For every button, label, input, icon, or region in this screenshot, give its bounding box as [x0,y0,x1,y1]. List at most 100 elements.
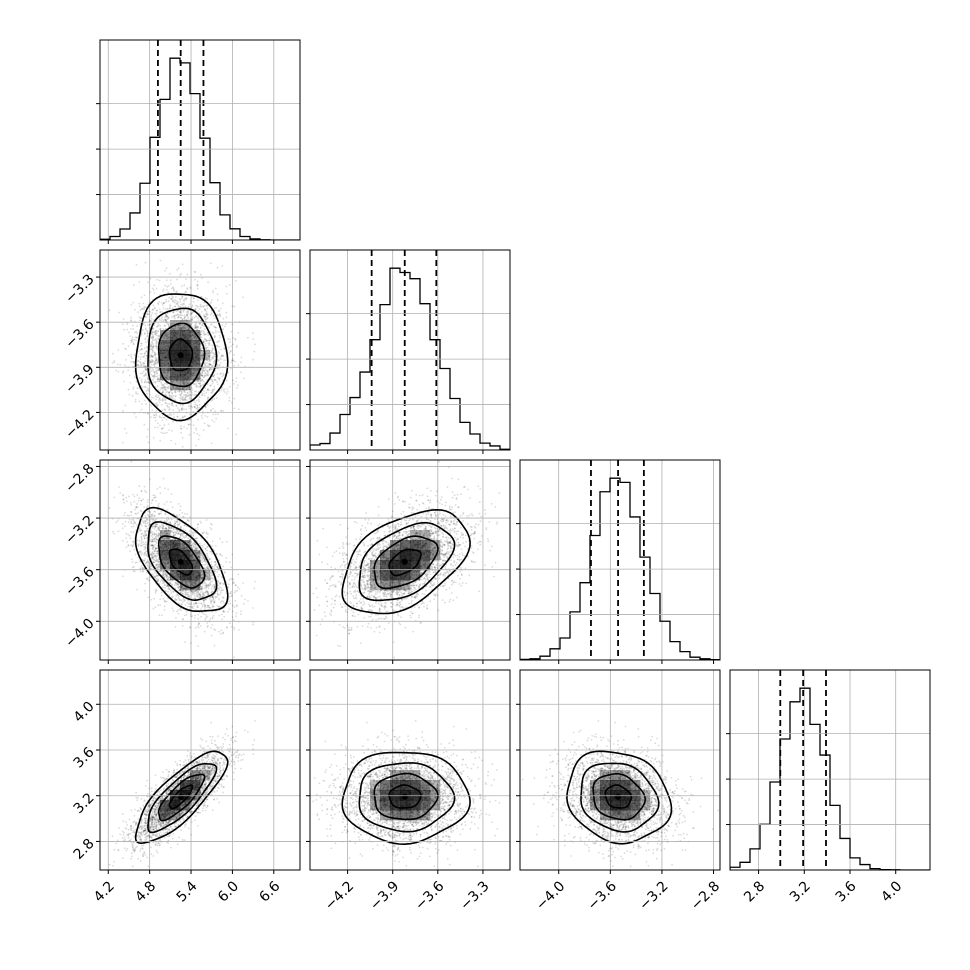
sample-point [142,361,145,364]
sample-point [122,318,125,320]
sample-point [150,398,153,401]
sample-point [185,313,188,316]
sample-point [161,384,164,387]
sample-point [198,330,201,332]
sample-point [146,335,149,338]
sample-point [192,374,194,377]
sample-point [194,308,197,311]
sample-point [200,360,203,362]
sample-point [129,550,131,553]
sample-point [183,324,186,326]
sample-point [153,515,156,517]
scatter-panel-2-1: −4.2−3.9−3.6−3.3 [62,249,301,454]
sample-point [191,316,194,319]
sample-point [164,561,167,564]
sample-point [206,370,209,373]
sample-point [146,345,148,348]
sample-point [230,361,233,364]
sample-point [145,381,148,383]
sample-point [252,332,254,335]
sample-point [180,431,182,434]
sample-point [190,312,193,315]
sample-point [214,410,217,413]
sample-point [254,343,256,346]
sample-point [222,354,224,357]
sample-point [159,328,161,330]
sample-point [202,383,205,386]
sample-point [193,543,196,546]
sample-point [209,584,212,586]
sample-point [139,352,142,355]
sample-point [215,565,218,568]
sample-point [152,335,155,338]
sample-point [164,320,167,322]
sample-point [180,547,183,549]
sample-point [187,537,190,540]
sample-point [189,613,192,616]
sample-point [143,545,146,548]
sample-point [168,391,171,394]
sample-point [176,386,179,389]
sample-point [188,386,191,388]
sample-point [154,333,157,336]
sample-point [181,263,184,266]
sample-point [190,370,192,373]
sample-point [191,547,194,549]
sample-point [208,342,211,344]
density-cell [170,330,181,341]
sample-point [185,290,188,293]
sample-point [211,390,214,393]
sample-point [178,393,181,396]
sample-point [206,606,209,609]
sample-point [252,338,255,340]
sample-point [141,307,144,310]
sample-point [208,368,211,371]
sample-point [158,380,161,383]
sample-point [195,427,197,429]
sample-point [136,588,139,591]
sample-point [155,375,157,378]
sample-point [191,319,194,322]
sample-point [196,325,199,328]
sample-point [218,352,221,354]
sample-point [176,520,178,523]
sample-point [204,564,207,566]
sample-point [194,325,197,328]
sample-point [230,590,233,593]
sample-point [219,336,221,339]
sample-point [218,310,221,312]
sample-point [205,304,208,307]
sample-point [219,331,222,334]
sample-point [143,356,145,358]
sample-point [153,414,156,417]
sample-point [216,345,219,347]
sample-point [204,604,207,607]
sample-point [185,525,188,528]
sample-point [169,412,172,415]
sample-point [222,389,225,392]
sample-point [171,392,174,395]
sample-point [164,527,167,530]
sample-point [197,382,200,385]
sample-point [196,317,199,319]
sample-point [153,352,156,354]
sample-point [203,334,206,336]
sample-point [179,274,182,276]
sample-point [152,304,155,307]
sample-point [198,592,201,595]
sample-point [183,284,186,286]
sample-point [187,316,189,318]
sample-point [143,308,145,310]
sample-point [207,352,210,355]
sample-point [162,387,165,389]
sample-point [207,389,210,392]
sample-point [210,351,213,354]
sample-point [203,375,206,378]
sample-point [144,338,147,341]
sample-point [197,332,200,334]
sample-point [184,324,186,327]
sample-point [201,532,204,534]
sample-point [153,539,156,542]
sample-point [203,422,206,425]
sample-point [186,314,189,317]
